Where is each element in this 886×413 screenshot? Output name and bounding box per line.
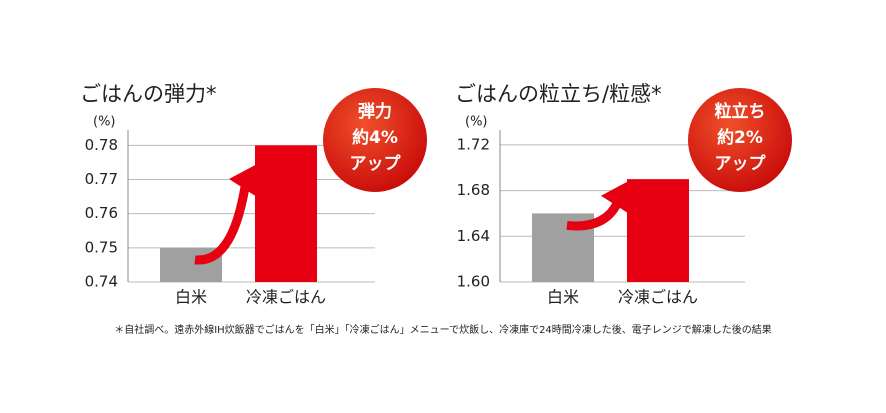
bar — [255, 145, 317, 282]
x-tick-label: 冷凍ごはん — [618, 288, 698, 307]
y-tick-label: 0.78 — [85, 136, 118, 154]
y-tick-label: 1.72 — [457, 135, 490, 153]
badge-text: 約4% — [352, 127, 398, 148]
y-tick-label: 0.77 — [85, 170, 118, 188]
badge-circle — [688, 88, 792, 192]
badge-circle — [323, 88, 427, 192]
footnote: ＊自社調べ。遠赤外線IH炊飯器でごはんを「白米」「冷凍ごはん」メニューで炊飯し、… — [114, 323, 772, 336]
bar — [627, 179, 689, 282]
y-tick-label: 1.68 — [457, 181, 490, 199]
y-tick-label: 1.64 — [457, 227, 490, 245]
arrow-head — [601, 179, 631, 214]
y-tick-label: 1.60 — [457, 273, 490, 291]
y-tick-label: 0.76 — [85, 204, 118, 222]
badge-text: 約2% — [717, 127, 763, 148]
y-unit: (%) — [93, 115, 116, 130]
badge-text: アップ — [715, 153, 767, 174]
x-tick-label: 冷凍ごはん — [246, 288, 326, 307]
arrow — [194, 186, 250, 265]
chart-title: ごはんの弾力* — [80, 82, 217, 106]
arrow — [566, 201, 622, 231]
x-tick-label: 白米 — [175, 288, 207, 307]
badge-text: アップ — [350, 153, 402, 174]
arrow-head — [229, 162, 259, 197]
badge-text: 粒立ち — [715, 101, 766, 122]
y-unit: (%) — [465, 115, 488, 130]
y-tick-label: 0.75 — [85, 238, 118, 256]
y-tick-label: 0.74 — [85, 273, 118, 291]
x-tick-label: 白米 — [547, 288, 579, 307]
badge-text: 弾力 — [358, 101, 392, 122]
chart-title: ごはんの粒立ち/粒感* — [455, 82, 662, 106]
